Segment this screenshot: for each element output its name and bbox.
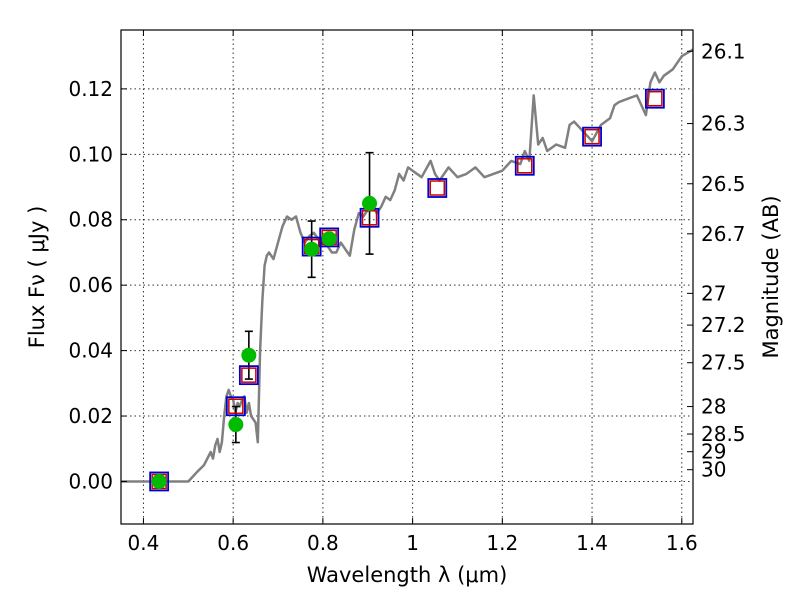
model-point-red	[647, 90, 663, 107]
x-tick-label: 0.4	[128, 531, 160, 555]
y-tick-label: 0.02	[68, 404, 113, 428]
x-tick-label: 1.2	[486, 531, 518, 555]
y-tick-label: 0.10	[68, 142, 113, 166]
observed-point	[151, 473, 167, 489]
model-point-red	[228, 398, 244, 414]
y2-tick-label: 27	[701, 281, 726, 305]
spectrum-line	[121, 48, 694, 483]
y2-tick-label: 26.3	[701, 112, 746, 136]
y-axis-label: Flux Fν ( μJy )	[25, 206, 49, 349]
y2-axis-label: Magnitude (AB)	[759, 195, 783, 358]
observed-point	[228, 417, 244, 433]
x-tick-label: 1.4	[576, 531, 608, 555]
y2-tick-label: 27.5	[701, 351, 746, 375]
observed-point	[362, 195, 378, 211]
observed-point	[241, 347, 257, 363]
x-tick-label: 0.6	[217, 531, 249, 555]
y2-tick-label: 28	[701, 395, 726, 419]
x-tick-label: 0.8	[307, 531, 339, 555]
observed-point	[321, 231, 337, 247]
plot-frame	[120, 29, 694, 525]
model-point-red	[241, 367, 257, 383]
y-tick-label: 0.04	[68, 339, 113, 363]
y2-tick-label: 29	[701, 440, 726, 464]
y-tick-label: 0.08	[68, 208, 113, 232]
marker-layer	[149, 88, 665, 492]
model-point-blue	[582, 126, 602, 147]
spectrum-layer	[121, 48, 694, 483]
x-axis-label: Wavelength λ (μm)	[307, 563, 508, 587]
model-point-red	[517, 158, 533, 174]
model-point-blue	[319, 227, 340, 248]
model-point-red	[429, 180, 446, 196]
y-tick-label: 0.00	[68, 469, 113, 493]
y2-tick-label: 26.5	[701, 172, 746, 196]
y-tick-label: 0.12	[68, 77, 113, 101]
model-point-blue	[427, 178, 448, 198]
model-point-red	[584, 128, 600, 145]
grid	[121, 30, 693, 524]
y2-tick-label: 28.5	[701, 422, 746, 446]
model-point-blue	[225, 396, 246, 417]
x-tick-label: 1.6	[666, 531, 698, 555]
model-point-blue	[238, 365, 259, 386]
y2-tick-label: 27.2	[701, 313, 746, 337]
y2-tick-label: 30	[701, 458, 726, 482]
axis-ticks: 0.4 0.6 0.8 1 1.2 1.4 1.6 0.00 0.02 0.04 0.06 0.08 0…	[68, 30, 746, 555]
observed-point	[304, 241, 320, 257]
model-point-blue	[644, 88, 665, 109]
y-tick-label: 0.06	[68, 273, 113, 297]
model-point-blue	[514, 155, 535, 176]
y2-tick-label: 26.7	[701, 222, 746, 246]
y2-tick-label: 26.1	[701, 39, 746, 63]
model-point-blue	[149, 471, 170, 492]
x-tick-label: 1	[406, 531, 419, 555]
